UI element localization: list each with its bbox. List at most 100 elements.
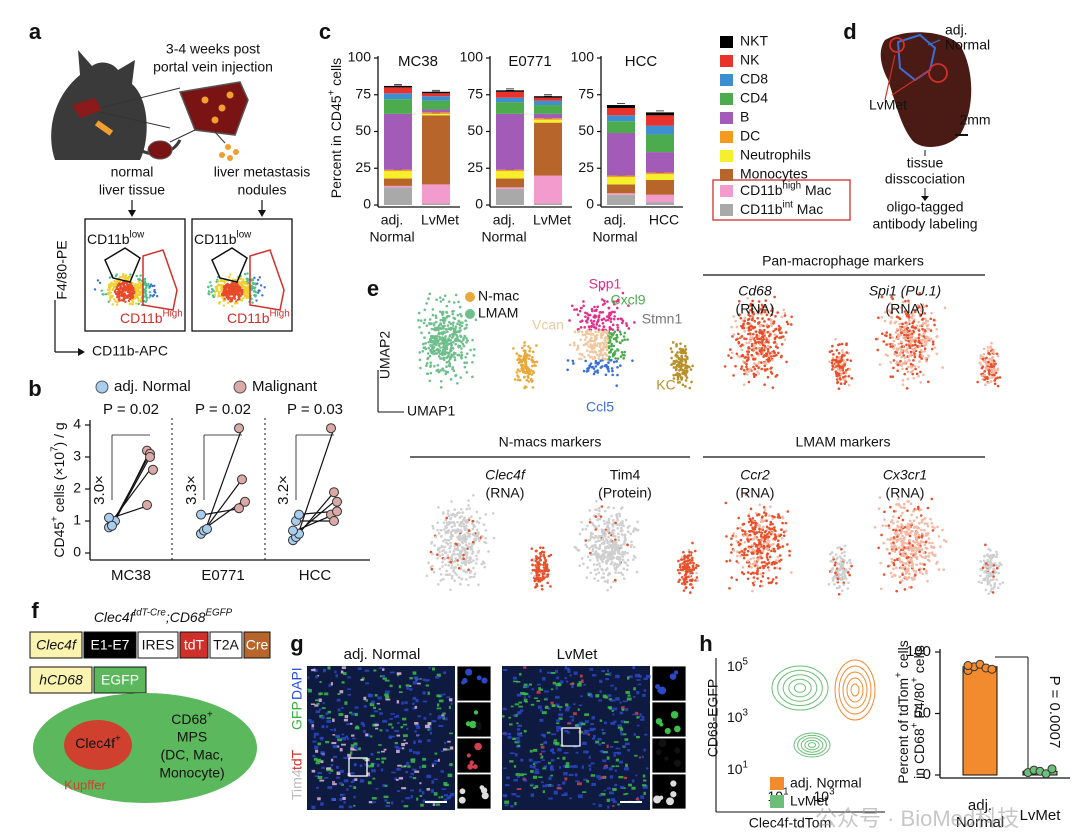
cell (895, 503, 898, 506)
cell (913, 331, 916, 334)
bar-segment (422, 204, 450, 205)
cell (470, 515, 473, 518)
cell (483, 562, 486, 565)
cell (427, 297, 430, 300)
cell (437, 583, 440, 586)
cell (735, 535, 738, 538)
flow-event (116, 273, 118, 275)
data-point (238, 475, 247, 484)
cell (910, 577, 913, 580)
cell (601, 538, 604, 541)
flow-event (231, 305, 233, 307)
legend-swatch (720, 150, 733, 162)
cell (918, 534, 921, 537)
cell (993, 379, 996, 382)
cell (750, 325, 753, 328)
cell (637, 529, 640, 532)
y-tick-label: 100 (348, 49, 372, 65)
cell (773, 341, 776, 344)
cell (836, 547, 839, 550)
cell (678, 358, 681, 361)
nodule (219, 105, 226, 112)
cell (941, 366, 944, 369)
cell (439, 568, 442, 571)
cell (429, 361, 432, 364)
cell (882, 340, 885, 343)
cell (891, 575, 894, 578)
cell (543, 569, 546, 572)
cell (845, 351, 848, 354)
cell (759, 343, 762, 346)
cell (566, 368, 569, 371)
cell (892, 529, 895, 532)
cell (770, 544, 773, 547)
cell (828, 583, 831, 586)
cell (848, 384, 851, 387)
cell (610, 343, 613, 346)
cell (579, 310, 582, 313)
cell (901, 579, 904, 582)
cell (983, 347, 986, 350)
flow-event (149, 294, 151, 296)
cell (614, 538, 617, 541)
cell (913, 352, 916, 355)
nodule (225, 144, 231, 150)
cell (450, 378, 453, 381)
cell (582, 563, 585, 566)
cell (447, 324, 450, 327)
cell (609, 328, 612, 331)
cell (466, 371, 469, 374)
flow-event (144, 278, 146, 280)
cell (602, 550, 605, 553)
cell (751, 590, 754, 593)
cell (530, 547, 533, 550)
cell (601, 357, 604, 360)
cell (900, 364, 903, 367)
cell (691, 586, 694, 589)
cell (472, 528, 475, 531)
cell (846, 561, 849, 564)
flow-event (224, 289, 226, 291)
cell (753, 362, 756, 365)
flow-event (136, 275, 138, 277)
cell (830, 571, 833, 574)
cell (991, 365, 994, 368)
cell (768, 581, 771, 584)
cell (440, 535, 443, 538)
cell (677, 569, 680, 572)
cell (460, 324, 463, 327)
cell (732, 535, 735, 538)
bar-segment (534, 96, 562, 97)
cell (432, 308, 435, 311)
cell (990, 380, 993, 383)
cell (774, 375, 777, 378)
x-tick-label: Normal (481, 229, 526, 245)
cell (990, 342, 993, 345)
cell (588, 509, 591, 512)
cell (836, 356, 839, 359)
cell (677, 381, 680, 384)
cell (460, 541, 463, 544)
cell (607, 366, 610, 369)
cell (539, 559, 542, 562)
cell (689, 562, 692, 565)
cell (440, 300, 443, 303)
cell (926, 522, 929, 525)
cell (902, 383, 905, 386)
cell (845, 372, 848, 375)
p-value: P = 0.03 (287, 401, 343, 418)
bar-segment (607, 177, 635, 184)
cell (515, 352, 518, 355)
flow-event (219, 284, 221, 286)
cell (601, 318, 604, 321)
cell (450, 344, 453, 347)
flow-event (234, 302, 236, 304)
cell (438, 336, 441, 339)
flow-event (117, 295, 119, 297)
cell (452, 324, 455, 327)
cell (773, 296, 776, 299)
y-tick-label: 25 (578, 159, 594, 175)
flow-event (147, 284, 149, 286)
cell (771, 581, 774, 584)
legend-swatch (234, 381, 246, 393)
